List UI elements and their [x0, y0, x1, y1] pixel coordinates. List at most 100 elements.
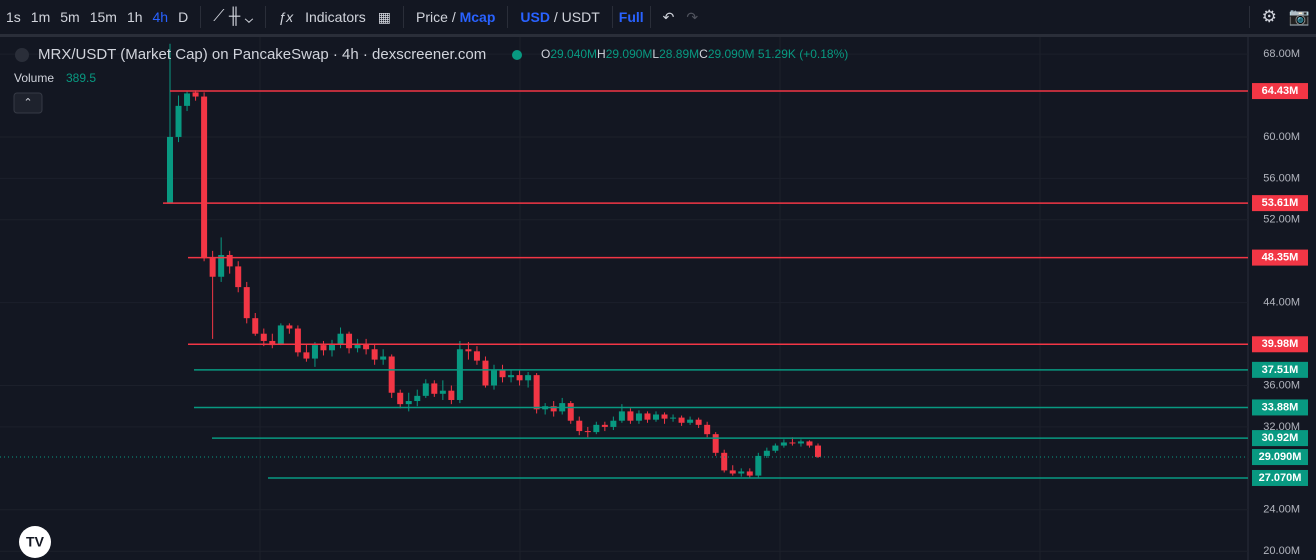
interval[interactable]: 1h	[126, 9, 143, 25]
candle-body	[337, 333, 344, 345]
y-tick-label: 24.00M	[1263, 504, 1300, 516]
chart: 68.00M 60.00M 56.00M 52.00M 44.00M 36.00M 32.0…	[0, 37, 1316, 560]
candle-body	[303, 352, 310, 359]
candle-body	[448, 390, 455, 400]
y-tick-label: 20.00M	[1263, 545, 1300, 557]
ohlc-key: C	[699, 47, 708, 61]
ohlc-value: 28.89M	[659, 47, 699, 61]
candle-body	[601, 424, 608, 427]
candle-body	[738, 471, 745, 474]
candle-body	[482, 360, 489, 386]
ohlc-key: H	[597, 47, 606, 61]
level-label: 39.98M	[1262, 338, 1299, 350]
collapse-button[interactable]	[13, 92, 43, 114]
candle-body	[218, 255, 225, 277]
level-label: 37.51M	[1262, 364, 1299, 376]
candle-body	[286, 325, 293, 329]
y-tick-label: 44.00M	[1263, 297, 1300, 309]
settings[interactable]: ⚙	[1261, 7, 1277, 26]
candle-body	[465, 349, 472, 352]
y-tick-label: 60.00M	[1263, 131, 1300, 143]
status-dot	[512, 50, 522, 60]
candle-body	[354, 344, 361, 349]
candle-body	[815, 445, 821, 457]
candle-body	[371, 349, 378, 360]
candle-body	[329, 344, 335, 351]
candle-body	[192, 92, 199, 97]
candle-body	[439, 390, 446, 394]
candle-body	[550, 406, 557, 412]
layout-icon[interactable]: ▦	[377, 8, 392, 25]
candle-body	[167, 136, 173, 204]
candle-body	[712, 434, 719, 453]
interval[interactable]: 1m	[30, 9, 51, 25]
candle-body	[695, 419, 702, 425]
tv-logo	[19, 526, 51, 558]
candle-body	[687, 419, 694, 423]
candle-body	[508, 375, 515, 378]
pair-icon	[15, 48, 29, 62]
candle-body	[456, 349, 463, 400]
candle-body	[397, 392, 404, 405]
ohlc-value: 51.29K (+0.18%)	[758, 47, 848, 61]
ohlc-value: 29.040M	[550, 47, 597, 61]
candle-body	[627, 411, 634, 421]
level-label-bg	[1252, 361, 1308, 378]
level-label: 64.43M	[1262, 85, 1299, 97]
candle-body	[201, 96, 208, 259]
candle-body	[175, 105, 182, 137]
full[interactable]: Full	[618, 9, 644, 25]
candle-body	[763, 450, 770, 456]
undo[interactable]: ↶	[662, 8, 675, 25]
level-label: 48.35M	[1262, 251, 1299, 263]
candle-body	[252, 318, 259, 334]
interval[interactable]: 5m	[60, 9, 80, 25]
ohlc-value: 29.090M	[606, 47, 653, 61]
candle-body	[184, 93, 191, 106]
candle-body	[422, 383, 429, 396]
tv-logo-text: TV	[26, 534, 45, 550]
y-tick-label: 56.00M	[1263, 172, 1300, 184]
indicators[interactable]: Indicators	[305, 9, 366, 25]
price-toggle[interactable]: Price / Mcap	[416, 9, 496, 25]
candle-body	[209, 258, 216, 277]
candle-body	[320, 345, 327, 351]
level-label: 27.070M	[1259, 472, 1302, 484]
candle-body	[226, 255, 233, 267]
mcap: Mcap	[459, 9, 496, 25]
candle-body	[661, 414, 668, 419]
level-label-bg	[1252, 249, 1308, 266]
y-tick-label: 52.00M	[1263, 214, 1300, 226]
candle-body	[721, 452, 728, 471]
candle-body	[260, 333, 267, 341]
candle-body	[431, 383, 438, 394]
usdt: USDT	[561, 9, 600, 25]
candle-body	[618, 411, 625, 421]
candle-body	[516, 375, 523, 381]
volume-label: Volume	[14, 71, 54, 85]
candle-body	[584, 431, 591, 433]
candle-body	[772, 445, 779, 451]
fx-icon[interactable]: ƒx	[278, 9, 294, 25]
draw-icon[interactable]: ⟋ ╫ ⌄	[213, 8, 254, 25]
interval[interactable]: 1s	[6, 9, 21, 25]
currency-toggle[interactable]: USD / USDT	[520, 9, 600, 25]
interval[interactable]: 4h	[152, 9, 169, 25]
interval[interactable]: 15m	[89, 9, 117, 25]
level-label: 30.92M	[1262, 432, 1299, 444]
chart-bg	[0, 37, 1316, 560]
interval[interactable]: D	[178, 9, 189, 25]
camera[interactable]: 📷	[1288, 7, 1310, 26]
volume-value: 389.5	[66, 71, 96, 85]
redo[interactable]: ↷	[686, 8, 699, 25]
candle-body	[269, 340, 276, 346]
candle-body	[363, 344, 370, 350]
level-label-bg	[1252, 469, 1308, 486]
candle-body	[533, 375, 540, 410]
candle-body	[277, 325, 284, 345]
candle-body	[235, 266, 242, 288]
candle-body	[346, 333, 353, 349]
candle-body	[704, 424, 711, 435]
candle-body	[678, 417, 685, 423]
